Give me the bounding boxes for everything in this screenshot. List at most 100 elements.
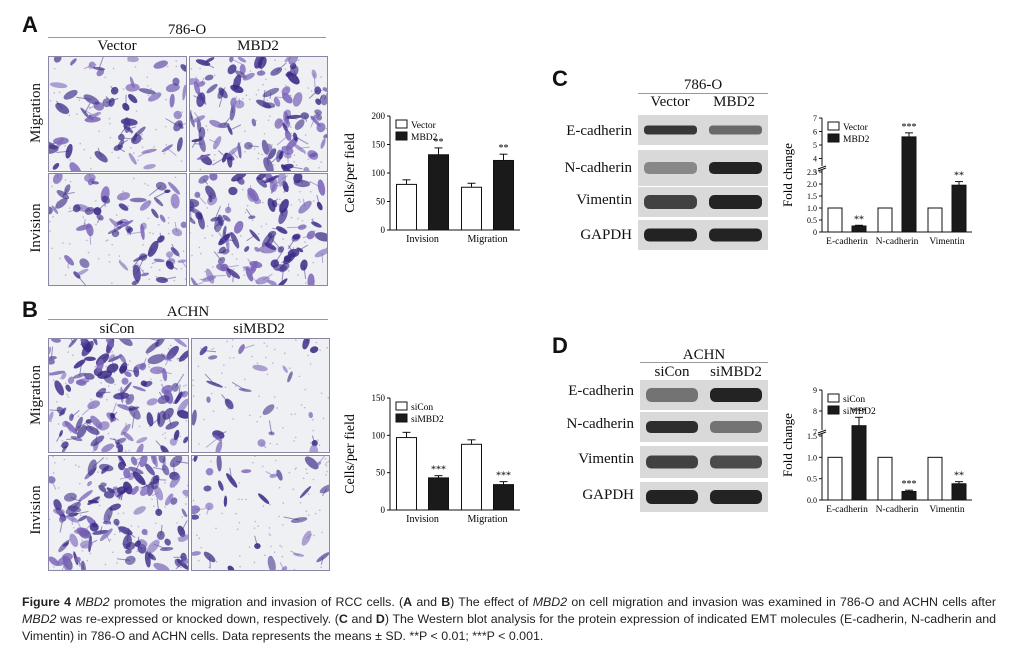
panel-c-bar-chart-significance: *** [902, 122, 917, 133]
figure-caption: Figure 4 MBD2 promotes the migration and… [22, 594, 996, 645]
panel-c-bar-chart-bar [827, 207, 843, 233]
panel-c-col-vector: Vector [650, 94, 690, 110]
caption-text-4: was re-expressed or knocked down, respec… [56, 612, 339, 626]
panel-c-bar-chart-ylabel: Fold change [780, 143, 795, 207]
panel-d-bar-chart-ytick: 0.5 [807, 475, 817, 484]
panel-b-bar-chart-category-label: Migration [468, 514, 508, 525]
panel-d-bar-chart-bar [951, 483, 967, 501]
panel-d-bar-chart-bar [927, 456, 943, 501]
caption-ref-b: B [441, 595, 451, 609]
panel-d-label-ecadherin: E-cadherin [568, 383, 634, 399]
panel-b-bar-chart: 0 50 100 150 Cells/per field *** Invision *** Mi… [343, 393, 520, 525]
panel-c-bar-chart-category-label: N-cadherin [876, 237, 919, 247]
panel-d-bar-chart-bar [901, 490, 917, 501]
panel-a-bar-chart-significance: ** [434, 137, 444, 148]
caption-ref-d: D [375, 612, 385, 626]
panel-c-bar-chart-ytick: 0 [813, 228, 817, 237]
panel-a-row-invision: Invision [28, 203, 44, 253]
panel-a-cell-line: 786-O [167, 22, 207, 38]
panel-c-bar-chart-significance: ** [954, 171, 964, 182]
panel-letter-a: A [22, 12, 38, 37]
panel-b-cell-line: ACHN [166, 304, 210, 320]
panel-c-bar-chart-legend-label: Vector [843, 123, 869, 133]
panel-c-label-vimentin: Vimentin [576, 192, 632, 208]
panel-b-bar-chart-significance: *** [431, 465, 446, 476]
panel-c-bar-chart-ytick: 4 [813, 155, 817, 164]
panel-d-bar-chart-legend-label: siCon [843, 395, 865, 405]
panel-d-bar-chart-ylabel: Fold change [780, 413, 795, 477]
caption-text-2: ) The effect of [450, 595, 533, 609]
caption-gene-3: MBD2 [22, 612, 57, 626]
panel-c-bar-chart-bar [877, 207, 893, 233]
panel-a-rule [48, 37, 326, 38]
micrograph-a-mbd2-migration [189, 56, 328, 172]
panel-a-bar-chart-ytick: 100 [372, 168, 386, 178]
panel-c-bar-chart-ytick: 2.0 [807, 180, 817, 189]
panel-d-bar-chart: 0.0 0.5 1.0 1.57 8 9 Fold change *** E-cadherin *… [780, 386, 972, 515]
panel-d-label-vimentin: Vimentin [578, 451, 634, 467]
panel-c-bar-chart-ytick: 1.0 [807, 204, 817, 213]
panel-c-bar-chart-category-label: E-cadherin [826, 237, 868, 247]
panel-d-bar-chart-legend-swatch [827, 405, 840, 415]
panel-c-label-gapdh: GAPDH [580, 227, 632, 243]
caption-and-2: and [347, 612, 376, 626]
panel-c-bar-chart-legend-label: MBD2 [843, 135, 870, 145]
panel-a-bar-chart-bar [428, 154, 449, 231]
panel-a-col-mbd2: MBD2 [237, 38, 279, 54]
panel-c-bar-chart-significance: ** [854, 214, 864, 225]
panel-d-bar-chart-ytick: 8 [813, 407, 817, 416]
blot-c-vimentin [638, 187, 768, 217]
panel-a-bar-chart-bar [493, 159, 514, 231]
panel-b-bar-chart-legend-swatch [395, 401, 408, 411]
panel-d-bar-chart-category-label: E-cadherin [826, 505, 868, 515]
panel-a-bar-chart-bar [396, 183, 417, 231]
micrograph-a-mbd2-invision [189, 173, 328, 286]
panel-letter-d: D [552, 333, 568, 358]
panel-d-bar-chart-ytick: 1.0 [807, 453, 817, 462]
panel-d-bar-chart-significance: *** [852, 406, 867, 417]
panel-b-bar-chart-legend-swatch [395, 413, 408, 423]
panel-d-col-sicon: siCon [654, 364, 690, 380]
panel-d-bar-chart-category-label: N-cadherin [876, 505, 919, 515]
panel-a-bar-chart-legend-label: Vector [411, 121, 437, 131]
panel-a-bar-chart-ytick: 150 [372, 140, 386, 150]
panel-b-bar-chart-category-label: Invision [406, 514, 439, 525]
panel-a-bar-chart-ytick: 0 [381, 225, 386, 235]
micrograph-b-simbd2-invision [191, 455, 330, 571]
micrograph-b-simbd2-migration [191, 338, 330, 453]
panel-c-bar-chart-bar [927, 207, 943, 233]
panel-d-bar-chart-ytick: 9 [813, 386, 817, 395]
panel-d-bar-chart-legend-swatch [827, 393, 840, 403]
panel-d-bar-chart-ytick: 7 [813, 428, 817, 437]
panel-c-bar-chart-ytick: 6 [813, 128, 817, 137]
panel-b-bar-chart-legend-label: siMBD2 [411, 415, 444, 425]
blot-c-gapdh [638, 220, 768, 250]
panel-b-row-invision: Invision [28, 485, 44, 535]
micrograph-b-sicon-migration [48, 338, 189, 453]
panel-a-col-vector: Vector [97, 38, 137, 54]
panel-b-rule [48, 319, 328, 320]
panel-c-bar-chart-ytick: 5 [813, 141, 817, 150]
panel-b-bar-chart-bar [396, 437, 417, 511]
caption-text-1: promotes the migration and invasion of R… [109, 595, 404, 609]
panel-d-bar-chart-ytick: 1.5 [807, 432, 817, 441]
caption-text-3: on cell migration and invasion was exami… [567, 595, 996, 609]
panel-a-bar-chart-legend-swatch [395, 131, 408, 141]
panel-d-col-simbd2: siMBD2 [710, 364, 762, 380]
blot-c-ecadherin [638, 115, 768, 145]
panel-d-bar-chart-significance: *** [902, 479, 917, 490]
panel-letter-b: B [22, 297, 38, 322]
panel-c-bar-chart-ytick: 2.5 [807, 168, 817, 177]
panel-b-bar-chart-legend-label: siCon [411, 403, 433, 413]
micrograph-b-sicon-invision [48, 455, 189, 571]
panel-b-bar-chart-bar [428, 477, 449, 511]
panel-a-bar-chart-category-label: Migration [468, 234, 508, 245]
panel-c-bar-chart-bar [851, 225, 867, 233]
panel-c-col-mbd2: MBD2 [713, 94, 755, 110]
panel-b-bar-chart-ytick: 50 [376, 468, 386, 478]
blot-d-gapdh [640, 482, 768, 512]
blot-d-ecadherin [640, 380, 768, 410]
panel-d-bar-chart-bar [851, 425, 867, 501]
panel-c-bar-chart-category-label: Vimentin [929, 237, 965, 247]
panel-c-bar-chart-ytick: 1.5 [807, 192, 817, 201]
